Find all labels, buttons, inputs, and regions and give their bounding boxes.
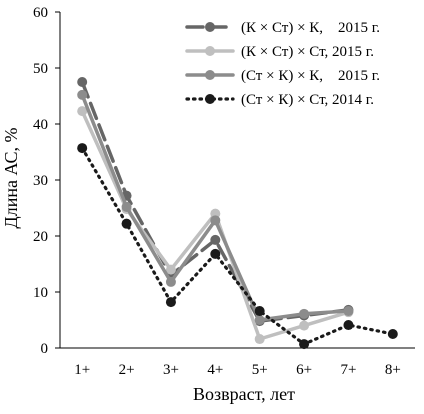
legend-swatch-marker-4	[205, 94, 215, 104]
x-tick-label: 2+	[119, 362, 135, 378]
legend-label-2: (К × Ст) × Ст, 2015 г.	[241, 44, 374, 60]
x-tick-label: 4+	[207, 362, 223, 378]
legend: (К × Ст) × К, 2015 г. (К × Ст) × Ст, 2015 …	[185, 20, 380, 108]
x-tick-label: 1+	[74, 362, 90, 378]
x-tick-label: 5+	[252, 362, 268, 378]
series-4-point	[299, 339, 310, 350]
series-2-point	[254, 334, 265, 345]
y-tick-label: 60	[33, 5, 48, 21]
x-tick-label: 8+	[385, 362, 401, 378]
legend-label-3: (Ст × К) × К,	[241, 68, 323, 84]
series-3-point	[121, 201, 132, 212]
y-axis-title: Длина АС, %	[1, 127, 21, 228]
legend-swatch-marker-1	[205, 22, 215, 32]
legend-label-4: (Ст × К) × Ст, 2014 г.	[241, 92, 374, 108]
series-3-point	[299, 308, 310, 319]
series-3-point	[343, 306, 354, 317]
y-tick-label: 40	[33, 117, 48, 133]
series-3-point	[165, 276, 176, 287]
series-4-point	[210, 248, 221, 259]
y-tick-label: 20	[33, 229, 48, 245]
x-tick-label: 7+	[340, 362, 356, 378]
x-tick-label: 3+	[163, 362, 179, 378]
x-axis-title: Возвраст, лет	[193, 384, 295, 404]
y-tick-label: 10	[33, 285, 48, 301]
legend-label-1-year: 2015 г.	[338, 20, 380, 36]
y-tick-label: 0	[41, 341, 49, 357]
legend-label-1: (К × Ст) × К,	[241, 20, 323, 36]
legend-swatch-marker-3	[205, 70, 215, 80]
y-tick-label: 30	[33, 173, 48, 189]
series-3-point	[210, 215, 221, 226]
series-4-point	[254, 306, 265, 317]
series-line-4	[80, 146, 395, 346]
axes: 0 10 20 30 40 50 60 1+ 2+ 3+ 4+ 5+ 6+ 7+ 8+	[33, 5, 415, 378]
series-2-point	[165, 264, 176, 275]
series-layer	[77, 77, 398, 350]
x-tick-label: 6+	[296, 362, 312, 378]
series-4-point	[387, 329, 398, 339]
series-3-point	[77, 89, 88, 100]
y-tick-label: 50	[33, 61, 48, 77]
series-2-point	[77, 106, 88, 117]
series-1-point	[210, 234, 221, 245]
series-1-point	[77, 77, 88, 87]
legend-label-3-year: 2015 г.	[338, 68, 380, 84]
series-4-point	[165, 297, 176, 308]
legend-swatch-marker-2	[205, 46, 215, 56]
series-4-point	[77, 143, 88, 154]
series-4-point	[121, 218, 132, 229]
series-2-point	[299, 320, 310, 331]
series-3-point	[254, 315, 265, 325]
series-4-point	[343, 320, 354, 331]
